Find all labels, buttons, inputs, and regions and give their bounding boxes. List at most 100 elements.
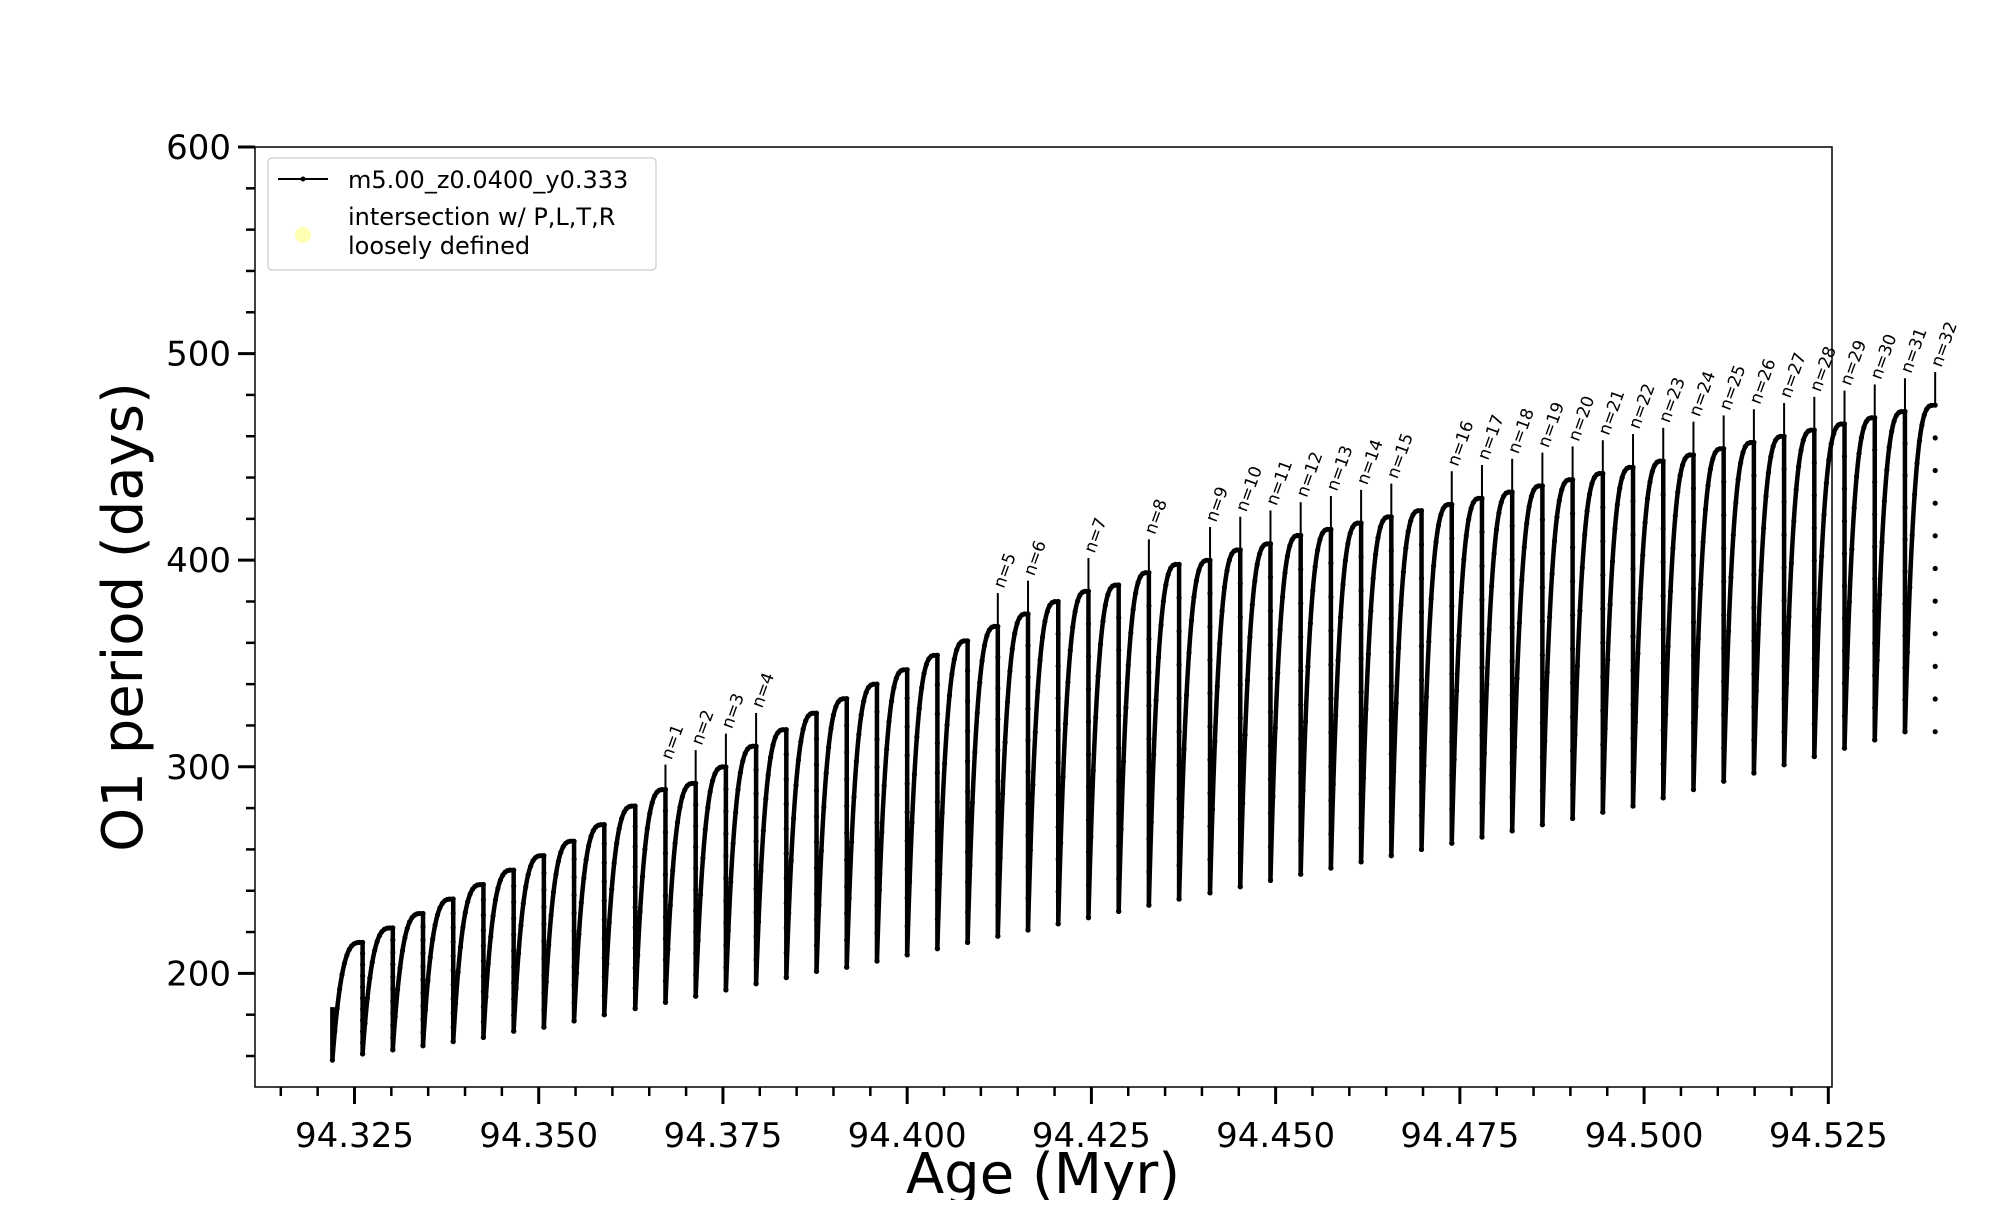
series-point [1902, 568, 1908, 575]
series-point [1418, 779, 1425, 785]
series-point [1660, 492, 1666, 498]
series-point [632, 823, 638, 829]
series-point [723, 920, 729, 926]
series-point [453, 1000, 459, 1007]
series-point [1600, 572, 1606, 578]
series-point [480, 943, 486, 949]
series-point [1116, 876, 1122, 882]
x-axis: 94.325 94.350 94.375 94.400 94.425 94.450 94.4… [279, 1087, 1888, 1156]
series-point [1405, 529, 1411, 535]
series-point [1551, 538, 1558, 544]
series-point [1630, 600, 1636, 606]
series-point [977, 680, 983, 686]
series-point [844, 937, 850, 943]
series-point [1582, 532, 1588, 538]
series-point [420, 1003, 426, 1009]
series-point [541, 990, 547, 996]
series-point [1345, 541, 1351, 547]
series-point [1358, 554, 1364, 560]
series-point [1267, 776, 1274, 783]
series-point [1872, 544, 1878, 550]
series-point [541, 887, 547, 893]
series-point [1475, 495, 1481, 501]
series-point [1570, 714, 1576, 720]
series-point [1085, 784, 1092, 790]
series-point [1388, 717, 1394, 723]
series-point [1055, 695, 1061, 701]
series-point [1660, 559, 1666, 565]
series-point [1751, 704, 1757, 710]
series-point [1932, 598, 1938, 604]
series-point [1788, 560, 1794, 566]
series-point [1237, 682, 1243, 688]
series-point [457, 944, 464, 950]
series-point [1509, 760, 1515, 766]
series-point [1075, 598, 1081, 604]
series-point [786, 910, 792, 916]
series-point [1519, 577, 1525, 583]
series-point [1695, 636, 1701, 642]
series-point [1846, 599, 1852, 605]
series-point [397, 965, 403, 971]
series-point [1456, 633, 1462, 639]
series-point [693, 802, 699, 808]
series-point [480, 973, 486, 979]
series-point [1237, 749, 1243, 755]
series-point [1512, 744, 1518, 750]
series-point [1125, 662, 1131, 668]
series-point [951, 656, 957, 663]
series-point [965, 698, 971, 704]
series-point [934, 682, 941, 688]
series-point [1176, 729, 1182, 735]
series-point [1163, 582, 1169, 588]
series-point [511, 980, 517, 986]
series-point [1928, 402, 1935, 408]
series-point [390, 998, 396, 1004]
series-point [1819, 553, 1825, 559]
series-point [967, 863, 973, 869]
series-point [1793, 487, 1799, 493]
series-point [780, 727, 786, 733]
series-point [858, 712, 864, 718]
x-tick-label: 94.375 [663, 1116, 782, 1156]
series-point [874, 736, 880, 743]
series-point [1418, 846, 1425, 853]
x-tick-label: 94.475 [1400, 1116, 1519, 1156]
series-point [1872, 672, 1878, 679]
series-point [969, 800, 976, 806]
series-point [874, 875, 880, 881]
series-point [1791, 518, 1797, 525]
series-point [541, 955, 547, 962]
series-point [879, 829, 885, 835]
series-point [1370, 575, 1376, 581]
series-point [723, 875, 729, 881]
series-point [813, 968, 820, 974]
series-point [1267, 541, 1274, 547]
series-point [693, 950, 699, 957]
series-point [374, 939, 380, 945]
series-point [1438, 512, 1444, 518]
series-point [1176, 762, 1182, 768]
series-point [904, 866, 910, 872]
series-point [1431, 563, 1437, 569]
series-point [1090, 768, 1096, 774]
series-point [1237, 648, 1243, 654]
series-point [450, 981, 456, 988]
series-point [1690, 519, 1697, 525]
series-point [1479, 597, 1485, 603]
series-point [1421, 763, 1427, 769]
series-point [420, 990, 426, 996]
series-point [723, 831, 729, 837]
series-point [1600, 674, 1606, 680]
series-point [571, 874, 577, 880]
series-point [844, 776, 850, 782]
series-point [450, 924, 456, 931]
series-point [853, 758, 860, 765]
series-point [1721, 545, 1727, 552]
series-point [1838, 421, 1844, 427]
series-point [1570, 578, 1576, 584]
series-point [520, 901, 526, 907]
series-point [1021, 611, 1027, 617]
series-point [632, 864, 638, 870]
series-point [1721, 678, 1727, 685]
